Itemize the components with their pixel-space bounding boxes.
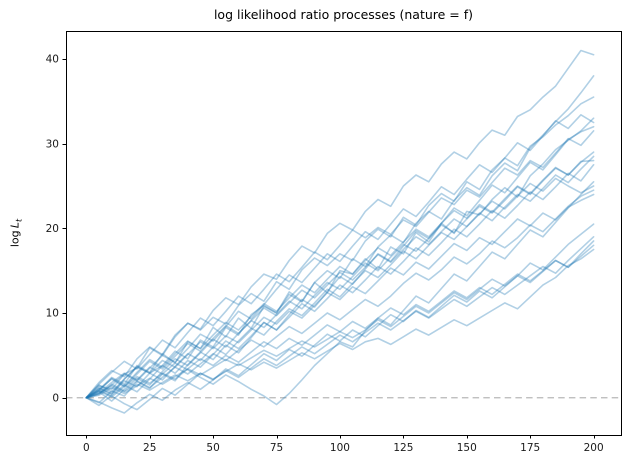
series-line: [85, 75, 595, 399]
series-line: [85, 117, 595, 399]
x-tick-label: 175: [520, 442, 540, 454]
series-line: [85, 248, 595, 399]
series-line: [85, 164, 595, 407]
y-tick-label: 20: [46, 223, 59, 235]
x-tick-label: 150: [457, 442, 477, 454]
series-line: [85, 49, 595, 399]
series-line: [85, 96, 595, 399]
y-tick-label: 30: [46, 138, 59, 150]
y-tick-label: 40: [46, 54, 59, 66]
x-tick-label: 50: [206, 442, 219, 454]
series-line: [85, 155, 595, 399]
x-tick-label: 100: [330, 442, 350, 454]
series-line: [85, 130, 595, 399]
series-line: [85, 159, 595, 399]
chart-title: log likelihood ratio processes (nature =…: [213, 7, 474, 22]
series-line: [85, 223, 595, 399]
axes-spines: [66, 31, 622, 436]
series-line: [85, 236, 595, 414]
y-tick-label: 0: [52, 392, 59, 404]
series-line: [85, 151, 595, 402]
series-line: [85, 189, 595, 399]
y-tick-label: 10: [46, 308, 59, 320]
series-line: [85, 125, 595, 404]
series-line: [85, 244, 595, 411]
series-line: [85, 177, 595, 399]
series-line: [85, 181, 595, 406]
x-tick-label: 125: [393, 442, 413, 454]
series-line: [85, 193, 595, 399]
x-tick-label: 200: [584, 442, 604, 454]
series-line: [85, 114, 595, 399]
x-tick-label: 25: [143, 442, 156, 454]
x-tick-label: 0: [83, 442, 90, 454]
x-tick-label: 75: [270, 442, 283, 454]
series-line: [85, 240, 595, 399]
